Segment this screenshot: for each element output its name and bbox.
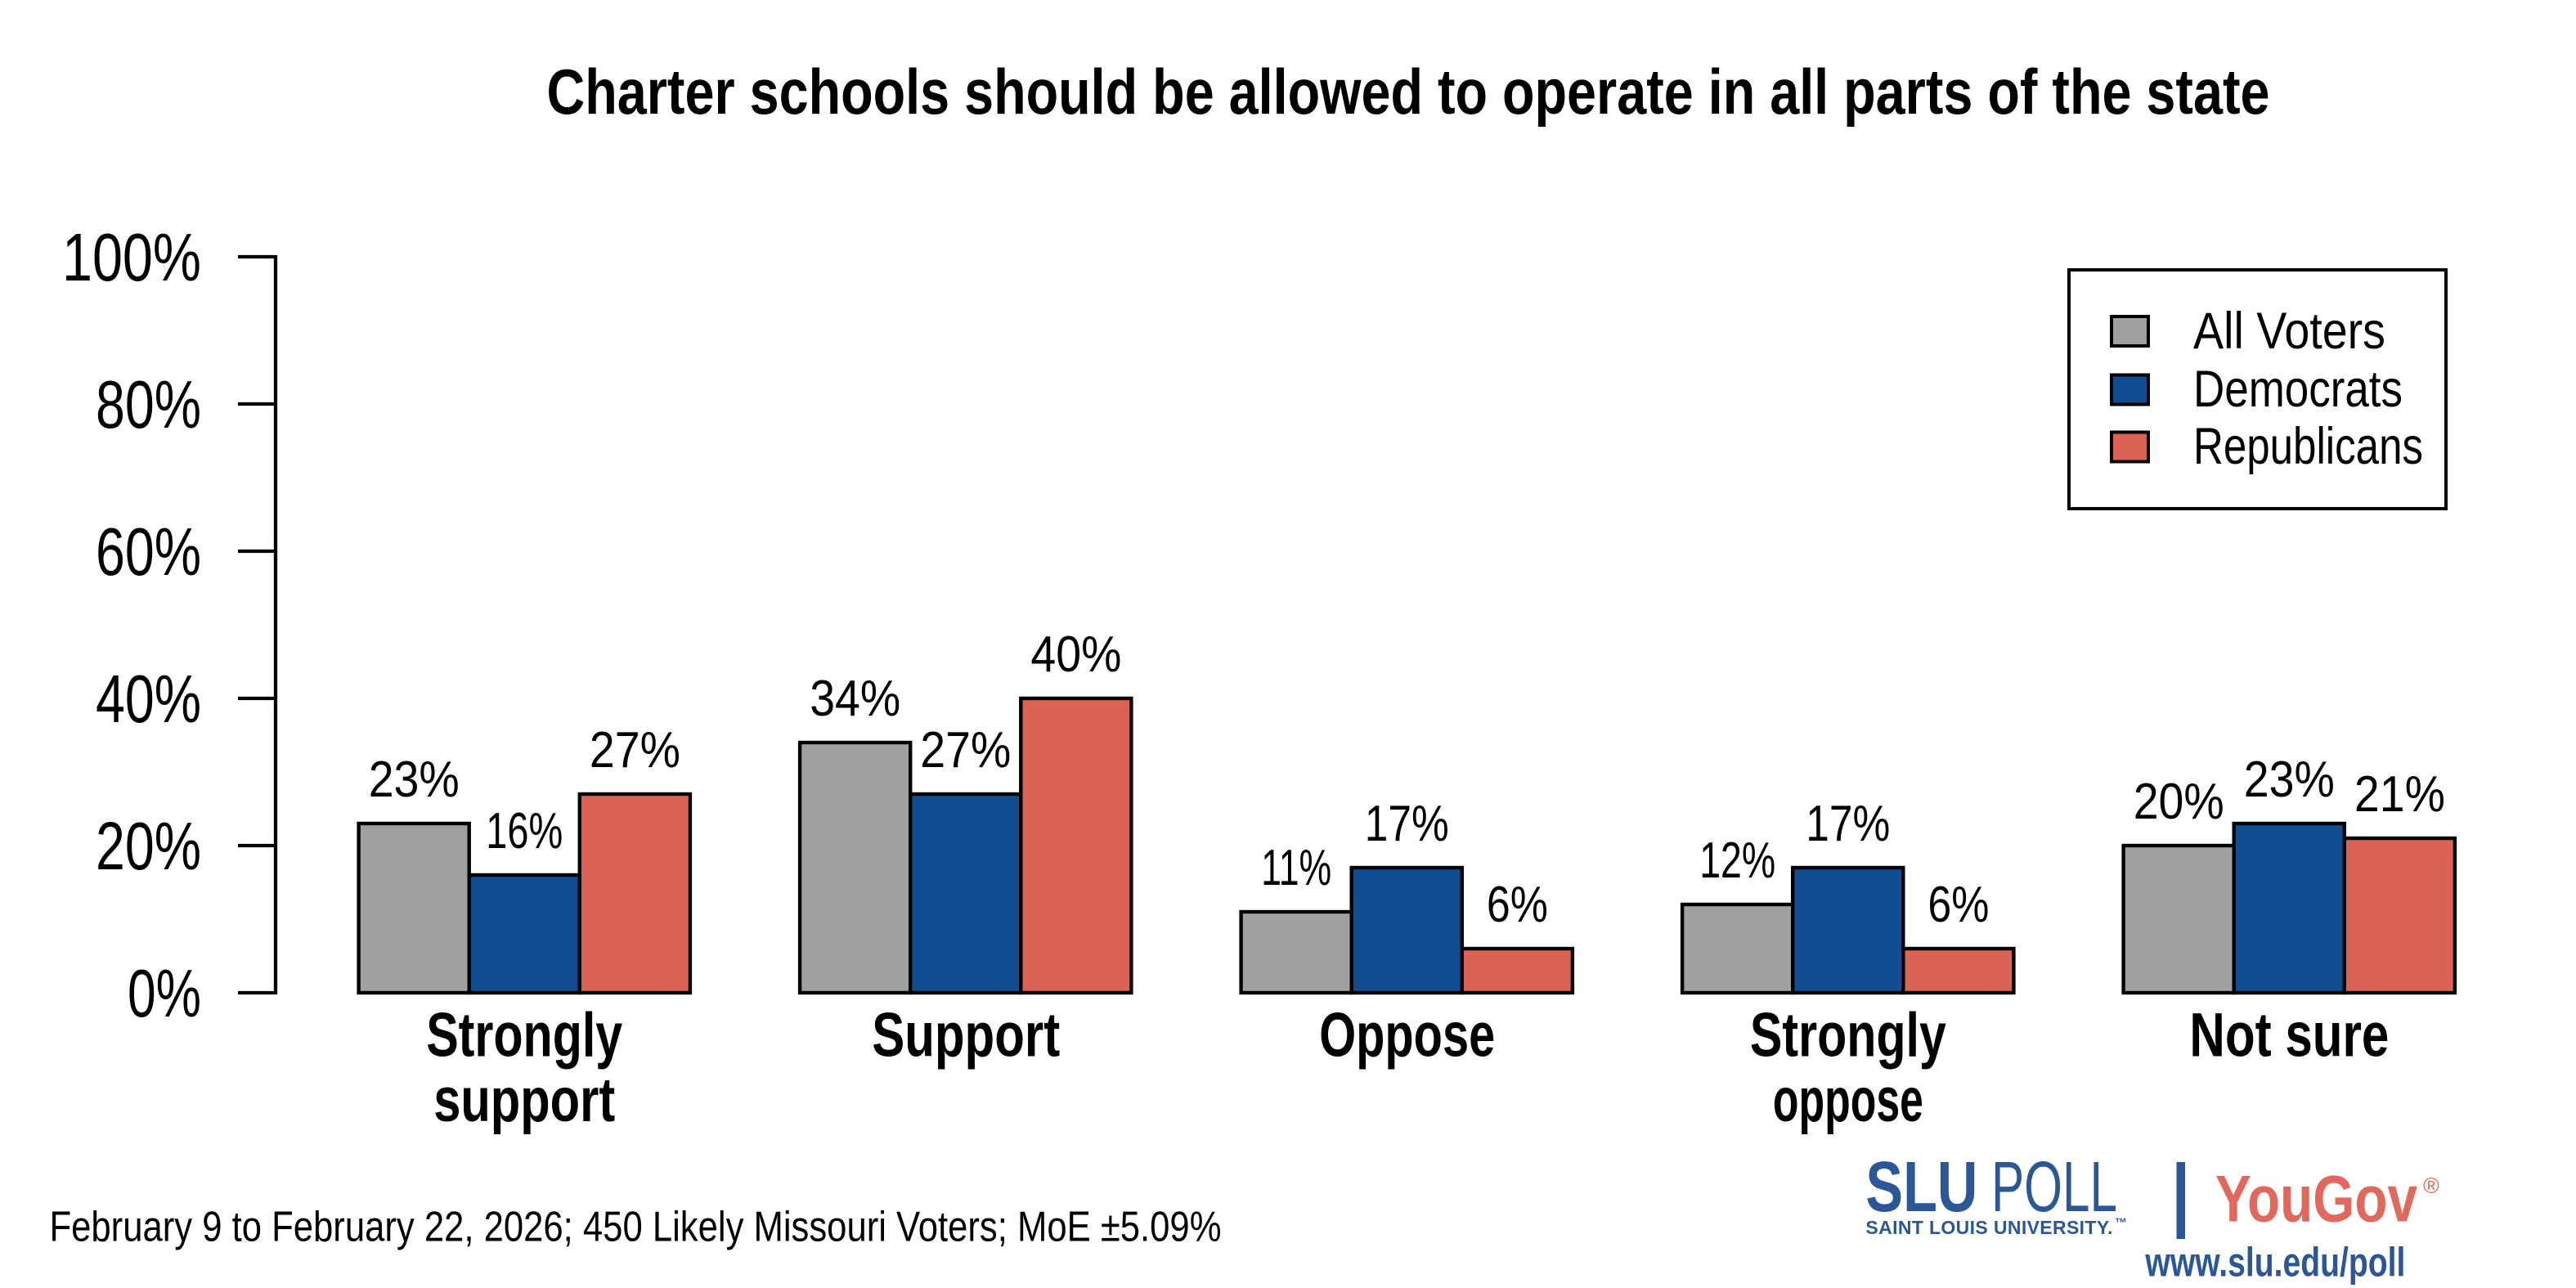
svg-text:Strongly: Strongly — [426, 1001, 622, 1070]
svg-text:SAINT LOUIS UNIVERSITY.: SAINT LOUIS UNIVERSITY. — [1865, 1217, 2112, 1238]
svg-text:YouGov: YouGov — [2215, 1162, 2417, 1236]
svg-text:23%: 23% — [2244, 752, 2335, 808]
svg-text:80%: 80% — [96, 366, 201, 442]
svg-text:POLL: POLL — [1991, 1147, 2117, 1227]
svg-text:40%: 40% — [96, 661, 201, 737]
svg-text:27%: 27% — [920, 722, 1011, 779]
svg-text:34%: 34% — [810, 671, 900, 727]
svg-text:21%: 21% — [2354, 766, 2445, 823]
svg-text:All Voters: All Voters — [2193, 303, 2385, 360]
svg-text:23%: 23% — [369, 752, 460, 808]
svg-text:Charter schools should be allo: Charter schools should be allowed to ope… — [547, 56, 2270, 128]
svg-text:11%: 11% — [1261, 840, 1331, 896]
svg-text:100%: 100% — [62, 219, 201, 295]
svg-text:60%: 60% — [96, 514, 201, 590]
svg-text:6%: 6% — [1928, 877, 1989, 933]
svg-text:20%: 20% — [2134, 774, 2224, 830]
svg-text:Strongly: Strongly — [1750, 1001, 1946, 1070]
svg-text:Democrats: Democrats — [2193, 361, 2403, 418]
svg-text:Not sure: Not sure — [2189, 1001, 2389, 1070]
svg-text:17%: 17% — [1365, 796, 1449, 852]
svg-text:0%: 0% — [128, 955, 201, 1031]
svg-text:oppose: oppose — [1773, 1066, 1923, 1135]
svg-text:®: ® — [2423, 1174, 2439, 1198]
svg-text:20%: 20% — [96, 808, 201, 884]
svg-text:™: ™ — [2115, 1216, 2127, 1230]
svg-text:Republicans: Republicans — [2193, 418, 2423, 475]
svg-text:February 9 to February 22, 202: February 9 to February 22, 2026; 450 Lik… — [50, 1203, 1222, 1250]
svg-text:support: support — [433, 1066, 615, 1135]
svg-text:www.slu.edu/poll: www.slu.edu/poll — [2145, 1240, 2406, 1286]
svg-text:40%: 40% — [1030, 626, 1121, 683]
svg-text:6%: 6% — [1487, 877, 1548, 933]
svg-text:Support: Support — [872, 1001, 1060, 1070]
svg-text:Oppose: Oppose — [1319, 1001, 1495, 1070]
svg-text:12%: 12% — [1699, 832, 1775, 889]
svg-text:17%: 17% — [1806, 796, 1890, 852]
svg-text:16%: 16% — [486, 803, 563, 859]
svg-text:27%: 27% — [590, 722, 680, 779]
svg-text:SLU: SLU — [1865, 1147, 1977, 1227]
